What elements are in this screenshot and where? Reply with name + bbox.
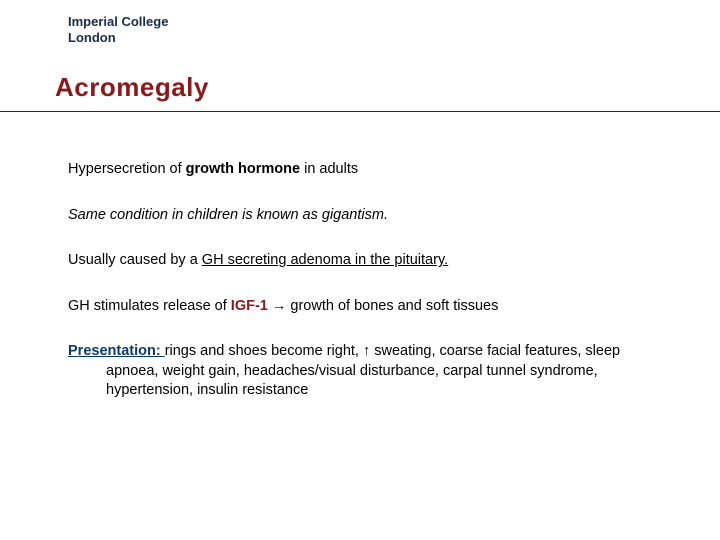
logo-line2: London [68, 30, 168, 46]
para-igf1: GH stimulates release of IGF-1 → growth … [68, 297, 660, 317]
p4-c: → growth of bones and soft tissues [268, 298, 499, 314]
para-hypersecretion: Hypersecretion of growth hormone in adul… [68, 160, 660, 180]
slide-body: Hypersecretion of growth hormone in adul… [68, 160, 660, 427]
p1-a: Hypersecretion of [68, 161, 186, 177]
p3-a: Usually caused by a [68, 252, 202, 268]
p5-body: rings and shoes become right, ↑ sweating… [106, 343, 620, 398]
para-cause: Usually caused by a GH secreting adenoma… [68, 251, 660, 271]
p5-label: Presentation: [68, 343, 165, 359]
p1-b: growth hormone [186, 161, 300, 177]
slide-title: Acromegaly [55, 72, 720, 103]
p3-b: GH secreting adenoma in the pituitary. [202, 252, 448, 268]
p4-b: IGF-1 [231, 298, 268, 314]
para-presentation: Presentation: rings and shoes become rig… [68, 342, 660, 401]
p4-a: GH stimulates release of [68, 298, 231, 314]
title-rule: Acromegaly [0, 72, 720, 112]
institution-logo: Imperial College London [68, 14, 168, 45]
logo-line1: Imperial College [68, 14, 168, 30]
p1-c: in adults [300, 161, 358, 177]
para-gigantism: Same condition in children is known as g… [68, 206, 660, 226]
